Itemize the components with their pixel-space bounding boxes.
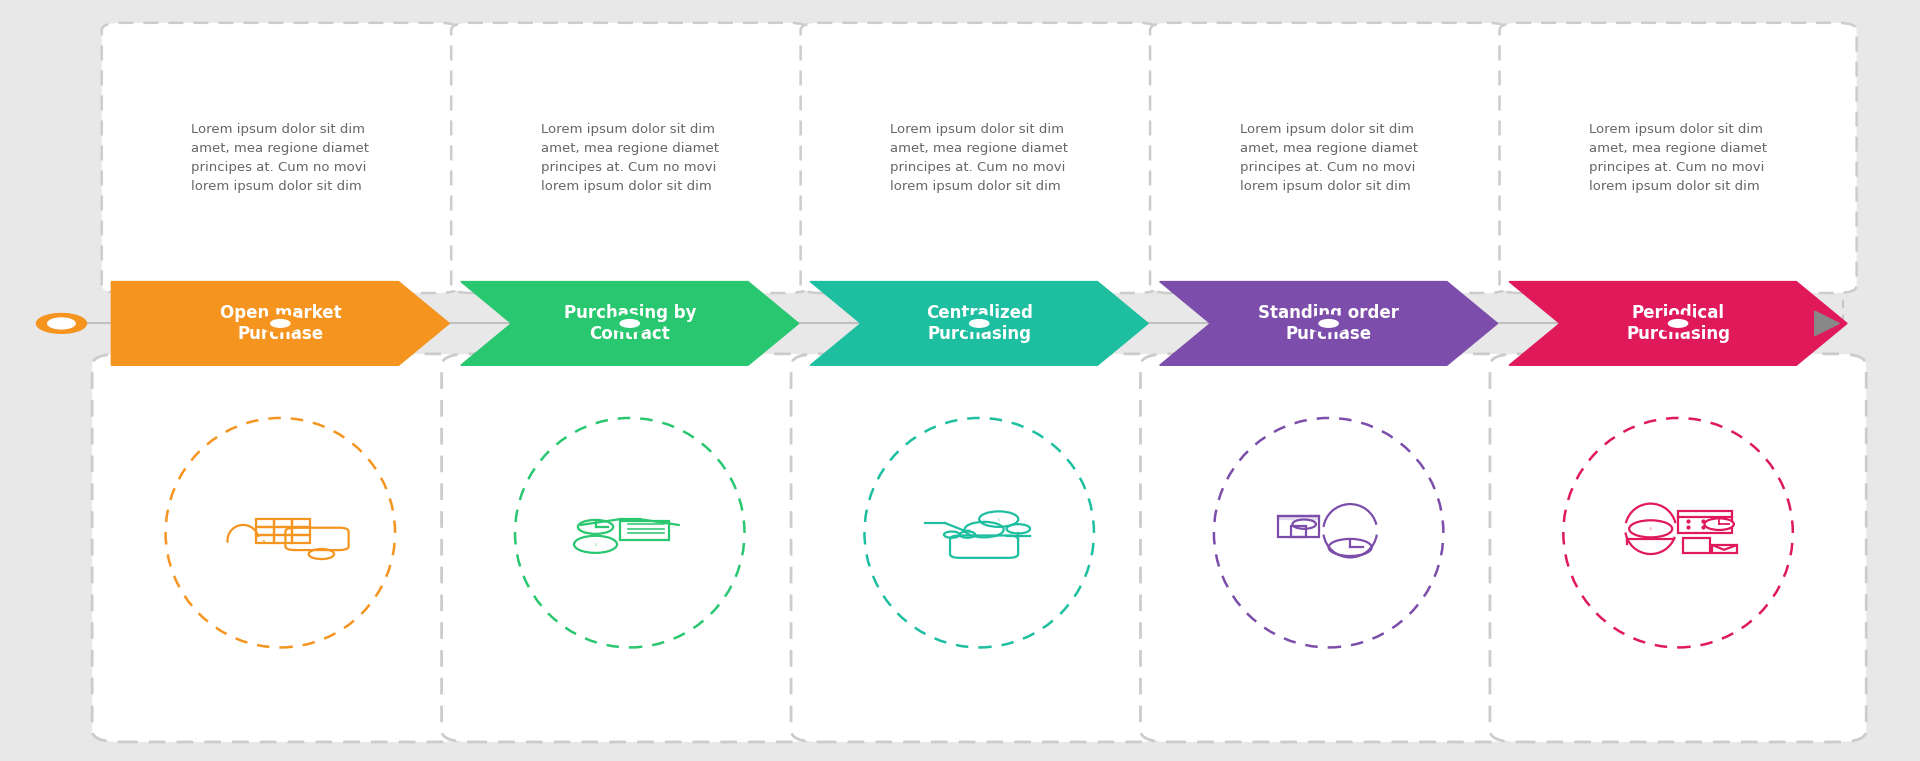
Polygon shape — [1279, 517, 1319, 519]
Text: Lorem ipsum dolor sit dim
amet, mea regione diamet
principes at. Cum no movi
lor: Lorem ipsum dolor sit dim amet, mea regi… — [1240, 123, 1417, 193]
Circle shape — [271, 320, 290, 327]
FancyBboxPatch shape — [1490, 354, 1866, 742]
Bar — [275, 519, 292, 527]
Text: Open market
Purchase: Open market Purchase — [219, 304, 342, 342]
Text: Periodical
Purchasing: Periodical Purchasing — [1626, 304, 1730, 342]
Text: Lorem ipsum dolor sit dim
amet, mea regione diamet
principes at. Cum no movi
lor: Lorem ipsum dolor sit dim amet, mea regi… — [541, 123, 718, 193]
Text: Lorem ipsum dolor sit dim
amet, mea regione diamet
principes at. Cum no movi
lor: Lorem ipsum dolor sit dim amet, mea regi… — [192, 123, 369, 193]
FancyBboxPatch shape — [442, 354, 818, 742]
FancyBboxPatch shape — [102, 23, 459, 293]
Polygon shape — [461, 282, 799, 365]
FancyBboxPatch shape — [1500, 23, 1857, 293]
FancyBboxPatch shape — [1150, 23, 1507, 293]
Circle shape — [1657, 315, 1699, 332]
Polygon shape — [810, 282, 1148, 365]
FancyBboxPatch shape — [451, 23, 808, 293]
Circle shape — [970, 320, 989, 327]
Bar — [292, 535, 309, 543]
FancyBboxPatch shape — [801, 23, 1158, 293]
Bar — [275, 535, 292, 543]
Bar — [255, 535, 275, 543]
Polygon shape — [1160, 282, 1498, 365]
Polygon shape — [1814, 311, 1839, 336]
Circle shape — [958, 315, 1000, 332]
Circle shape — [609, 315, 651, 332]
Circle shape — [259, 315, 301, 332]
Circle shape — [1319, 320, 1338, 327]
Text: Standing order
Purchase: Standing order Purchase — [1258, 304, 1400, 342]
Text: Lorem ipsum dolor sit dim
amet, mea regione diamet
principes at. Cum no movi
lor: Lorem ipsum dolor sit dim amet, mea regi… — [891, 123, 1068, 193]
Bar — [255, 519, 275, 527]
Bar — [1292, 526, 1306, 537]
Text: Lorem ipsum dolor sit dim
amet, mea regione diamet
principes at. Cum no movi
lor: Lorem ipsum dolor sit dim amet, mea regi… — [1590, 123, 1766, 193]
Bar — [292, 527, 309, 535]
FancyBboxPatch shape — [791, 354, 1167, 742]
Text: ?: ? — [261, 540, 265, 545]
Circle shape — [620, 320, 639, 327]
Circle shape — [36, 314, 86, 333]
Circle shape — [48, 318, 75, 329]
FancyBboxPatch shape — [92, 354, 468, 742]
Circle shape — [1668, 320, 1688, 327]
Polygon shape — [111, 282, 449, 365]
FancyBboxPatch shape — [1140, 354, 1517, 742]
Text: Purchasing by
Contract: Purchasing by Contract — [563, 304, 697, 342]
Text: Centralized
Purchasing: Centralized Purchasing — [925, 304, 1033, 342]
Bar — [255, 527, 275, 535]
Circle shape — [1705, 518, 1734, 530]
Circle shape — [1308, 315, 1350, 332]
Polygon shape — [1509, 282, 1847, 365]
Bar — [292, 519, 309, 527]
Bar — [275, 527, 292, 535]
